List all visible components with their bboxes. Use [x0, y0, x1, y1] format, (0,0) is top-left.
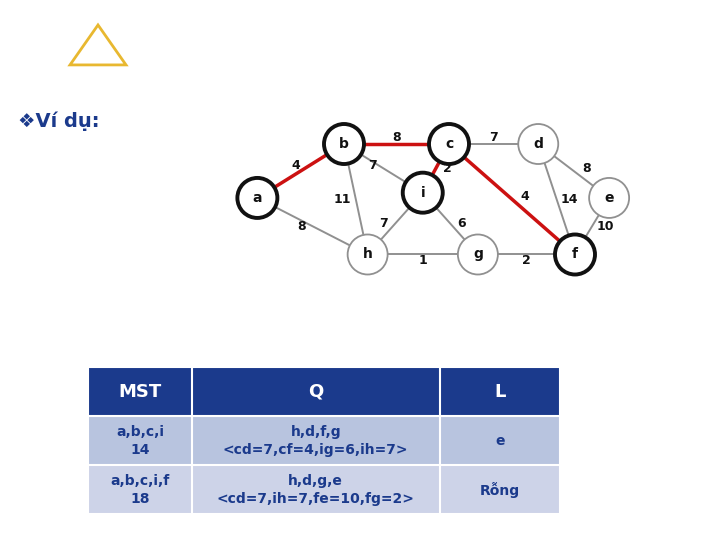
Ellipse shape — [429, 124, 469, 164]
Bar — [88, 367, 560, 416]
Text: 8: 8 — [582, 162, 591, 175]
Text: Q: Q — [308, 383, 323, 401]
Text: UNIVERSITY: UNIVERSITY — [160, 40, 210, 50]
Text: Rỗng: Rỗng — [480, 482, 520, 498]
Text: a,b,c,i
14: a,b,c,i 14 — [116, 425, 164, 457]
Ellipse shape — [238, 178, 277, 218]
Text: 2: 2 — [522, 254, 531, 267]
Ellipse shape — [518, 124, 558, 164]
Text: Thuật toán Dijkstra-Prim: Thuật toán Dijkstra-Prim — [154, 19, 626, 54]
Text: 8: 8 — [392, 131, 401, 144]
Text: a,b,c,i,f
18: a,b,c,i,f 18 — [110, 474, 169, 506]
Text: 14: 14 — [561, 193, 578, 206]
Text: f: f — [572, 247, 578, 261]
Text: b: b — [339, 137, 349, 151]
Text: HOA SEN: HOA SEN — [160, 22, 212, 32]
Ellipse shape — [402, 173, 443, 213]
Text: 4: 4 — [291, 159, 300, 172]
Text: 7: 7 — [490, 131, 498, 144]
Text: h: h — [363, 247, 372, 261]
Bar — [88, 465, 560, 515]
Text: 4: 4 — [521, 190, 529, 203]
Ellipse shape — [348, 234, 387, 274]
Text: MST: MST — [118, 383, 161, 401]
Text: g: g — [473, 247, 483, 261]
Ellipse shape — [589, 178, 629, 218]
Text: 8: 8 — [297, 220, 306, 233]
Ellipse shape — [324, 124, 364, 164]
Text: 1: 1 — [418, 254, 427, 267]
Text: d: d — [534, 137, 543, 151]
Text: L: L — [494, 383, 505, 401]
Text: a: a — [253, 191, 262, 205]
Ellipse shape — [458, 234, 498, 274]
Text: 2: 2 — [443, 162, 452, 175]
Text: 11: 11 — [334, 193, 351, 206]
Text: e: e — [604, 191, 614, 205]
Bar — [88, 416, 560, 465]
Text: 7: 7 — [369, 159, 377, 172]
Text: 6: 6 — [457, 217, 466, 230]
Text: ❖Ví dụ:: ❖Ví dụ: — [18, 111, 99, 131]
Text: i: i — [420, 186, 425, 200]
Text: h,d,f,g
<cd=7,cf=4,ig=6,ih=7>: h,d,f,g <cd=7,cf=4,ig=6,ih=7> — [223, 425, 408, 457]
Text: c: c — [445, 137, 453, 151]
Text: 10: 10 — [596, 220, 614, 233]
Ellipse shape — [555, 234, 595, 274]
Text: 7: 7 — [379, 217, 388, 230]
Text: h,d,g,e
<cd=7,ih=7,fe=10,fg=2>: h,d,g,e <cd=7,ih=7,fe=10,fg=2> — [217, 474, 415, 506]
Text: e: e — [495, 434, 505, 448]
